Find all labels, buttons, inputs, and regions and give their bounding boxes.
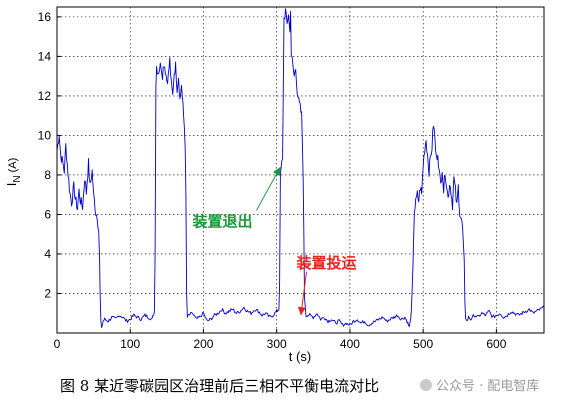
y-tick-label: 14: [38, 49, 52, 63]
y-axis-label: IN (A): [4, 158, 23, 187]
annotation-label: 装置退出: [191, 212, 252, 230]
figure-caption-bar: 图 8 某近零碳园区治理前后三相不平衡电流对比 公众号 · 配电智库: [0, 371, 578, 401]
y-axis-label-sub: N: [12, 175, 23, 182]
y-axis-label-unit: (A): [7, 158, 19, 173]
y-tick-label: 16: [38, 10, 52, 24]
wechat-icon: [420, 379, 432, 391]
y-tick-label: 10: [38, 128, 52, 142]
plot-frame: [56, 6, 545, 334]
x-tick-label: 400: [340, 337, 360, 351]
watermark: 公众号 · 配电智库: [420, 375, 539, 394]
line-chart: 0 100 200 300 400 500 600 2 4 6 8 10 12 14 16 IN (A) t …: [4, 6, 545, 364]
annotation-arrowhead: [297, 306, 306, 316]
y-tick-label: 6: [44, 207, 51, 221]
svg-text:IN(A): IN (A): [4, 158, 23, 187]
x-tick-label: 0: [54, 337, 61, 351]
x-axis-label: t (s): [289, 349, 311, 364]
x-tick-label: 600: [486, 337, 506, 351]
x-tick-label: 100: [120, 337, 140, 351]
x-tick-label: 300: [267, 337, 287, 351]
annotation-label: 装置投运: [295, 254, 356, 272]
y-tick-label: 12: [38, 89, 52, 103]
figure-caption: 图 8 某近零碳园区治理前后三相不平衡电流对比: [60, 377, 380, 395]
grid: [56, 7, 544, 333]
axis-ticks: 0 100 200 300 400 500 600 2 4 6 8 10 12 14 16: [38, 10, 507, 351]
x-tick-label: 500: [413, 337, 433, 351]
y-tick-label: 2: [44, 286, 51, 300]
series-line: [56, 8, 545, 329]
annotation-arrow: [256, 166, 281, 211]
watermark-text: 公众号 · 配电智库: [436, 379, 540, 394]
y-tick-label: 4: [44, 247, 51, 261]
x-tick-label: 200: [193, 337, 213, 351]
series-layer: [56, 8, 545, 329]
y-tick-label: 8: [44, 168, 51, 182]
y-axis-label-main: I: [4, 183, 19, 187]
annotation-arrowhead: [272, 167, 281, 176]
